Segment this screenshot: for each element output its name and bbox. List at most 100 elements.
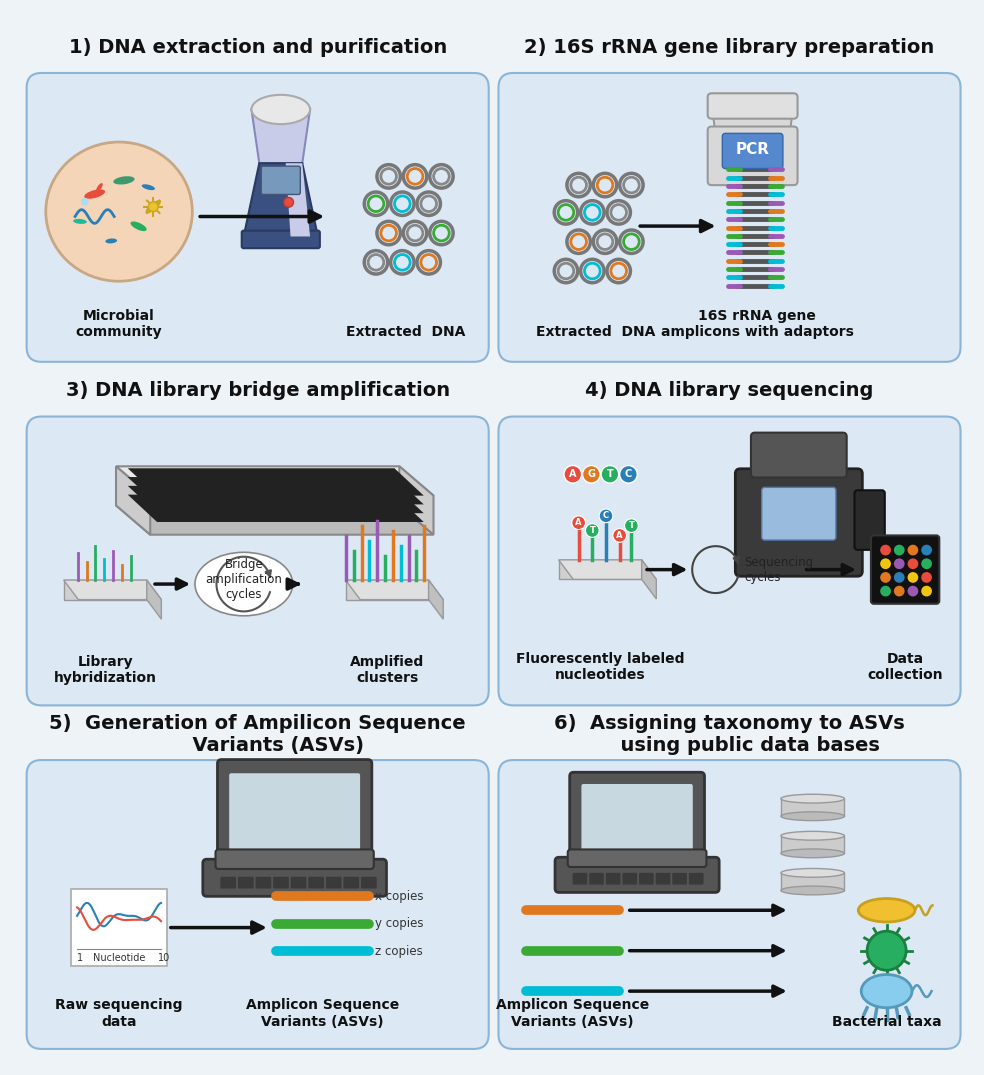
Circle shape — [564, 465, 582, 483]
Text: Amplified
clusters: Amplified clusters — [350, 655, 424, 685]
Circle shape — [880, 572, 891, 583]
Text: C: C — [603, 512, 609, 520]
FancyBboxPatch shape — [573, 873, 587, 885]
Ellipse shape — [781, 886, 844, 894]
Ellipse shape — [96, 183, 102, 191]
Circle shape — [907, 572, 918, 583]
Ellipse shape — [73, 219, 87, 224]
Text: Nucleotide: Nucleotide — [92, 952, 146, 963]
Text: Amplicon Sequence
Variants (ASVs): Amplicon Sequence Variants (ASVs) — [496, 999, 649, 1029]
Ellipse shape — [781, 794, 844, 803]
Polygon shape — [116, 467, 151, 534]
Circle shape — [880, 558, 891, 569]
Text: 4) DNA library sequencing: 4) DNA library sequencing — [585, 382, 874, 400]
FancyBboxPatch shape — [27, 760, 489, 1049]
Text: Extracted  DNA: Extracted DNA — [535, 325, 655, 339]
Polygon shape — [345, 580, 429, 600]
Polygon shape — [128, 477, 424, 504]
Ellipse shape — [131, 221, 147, 231]
Polygon shape — [128, 494, 424, 522]
Ellipse shape — [81, 198, 89, 205]
FancyBboxPatch shape — [499, 760, 960, 1049]
Text: Extracted  DNA: Extracted DNA — [345, 325, 465, 339]
FancyBboxPatch shape — [707, 127, 798, 185]
Polygon shape — [345, 580, 443, 600]
FancyBboxPatch shape — [499, 73, 960, 362]
Text: Amplicon Sequence
Variants (ASVs): Amplicon Sequence Variants (ASVs) — [246, 999, 399, 1029]
Circle shape — [149, 202, 158, 212]
Ellipse shape — [146, 200, 161, 214]
FancyBboxPatch shape — [499, 416, 960, 705]
Ellipse shape — [781, 812, 844, 820]
FancyBboxPatch shape — [274, 877, 288, 889]
FancyBboxPatch shape — [308, 877, 324, 889]
Ellipse shape — [252, 95, 310, 124]
FancyBboxPatch shape — [215, 849, 374, 869]
Text: Fluorescently labeled
nucleotides: Fluorescently labeled nucleotides — [516, 653, 685, 683]
Circle shape — [585, 524, 599, 538]
Ellipse shape — [195, 553, 292, 616]
FancyBboxPatch shape — [871, 535, 940, 604]
Ellipse shape — [105, 239, 117, 243]
Text: T: T — [606, 470, 613, 479]
Text: 1: 1 — [77, 952, 84, 963]
Text: Data
collection: Data collection — [867, 653, 943, 683]
Circle shape — [620, 465, 638, 483]
Polygon shape — [559, 560, 642, 579]
Circle shape — [907, 558, 918, 569]
FancyBboxPatch shape — [623, 873, 637, 885]
Polygon shape — [128, 469, 424, 496]
Ellipse shape — [781, 849, 844, 858]
Circle shape — [907, 586, 918, 597]
Circle shape — [880, 545, 891, 556]
FancyBboxPatch shape — [27, 416, 489, 705]
Text: 6)  Assigning taxonomy to ASVs
      using public data bases: 6) Assigning taxonomy to ASVs using publ… — [554, 714, 905, 755]
Circle shape — [572, 516, 585, 530]
Text: 10: 10 — [158, 952, 170, 963]
FancyBboxPatch shape — [217, 760, 372, 860]
Text: T: T — [589, 526, 595, 535]
Polygon shape — [244, 163, 318, 236]
FancyBboxPatch shape — [361, 877, 377, 889]
Text: Sequencing
cycles: Sequencing cycles — [744, 556, 813, 584]
FancyBboxPatch shape — [238, 877, 254, 889]
Circle shape — [583, 465, 600, 483]
FancyBboxPatch shape — [639, 873, 653, 885]
Text: T: T — [629, 521, 635, 530]
Ellipse shape — [781, 831, 844, 841]
Circle shape — [893, 558, 904, 569]
Circle shape — [921, 572, 932, 583]
Polygon shape — [400, 467, 434, 534]
Circle shape — [893, 572, 904, 583]
Circle shape — [893, 586, 904, 597]
Circle shape — [921, 586, 932, 597]
FancyBboxPatch shape — [261, 167, 300, 195]
FancyBboxPatch shape — [672, 873, 687, 885]
FancyBboxPatch shape — [256, 877, 272, 889]
Text: A: A — [576, 518, 582, 527]
FancyBboxPatch shape — [762, 487, 836, 540]
FancyBboxPatch shape — [555, 857, 719, 892]
Text: Raw sequencing
data: Raw sequencing data — [55, 999, 183, 1029]
FancyBboxPatch shape — [854, 490, 885, 549]
Polygon shape — [559, 560, 656, 579]
Polygon shape — [711, 103, 794, 134]
Circle shape — [613, 529, 627, 542]
FancyBboxPatch shape — [242, 231, 320, 248]
FancyBboxPatch shape — [735, 469, 862, 576]
Circle shape — [625, 519, 639, 532]
FancyBboxPatch shape — [326, 877, 341, 889]
Circle shape — [921, 545, 932, 556]
FancyBboxPatch shape — [606, 873, 621, 885]
Polygon shape — [116, 505, 434, 534]
Text: y copies: y copies — [375, 917, 423, 930]
Bar — [781, 799, 844, 816]
Polygon shape — [147, 580, 161, 619]
Text: 1) DNA extraction and purification: 1) DNA extraction and purification — [69, 38, 447, 57]
Circle shape — [893, 545, 904, 556]
FancyBboxPatch shape — [220, 877, 236, 889]
FancyBboxPatch shape — [707, 94, 798, 118]
Ellipse shape — [142, 184, 155, 190]
Circle shape — [283, 198, 293, 207]
Polygon shape — [64, 580, 161, 600]
